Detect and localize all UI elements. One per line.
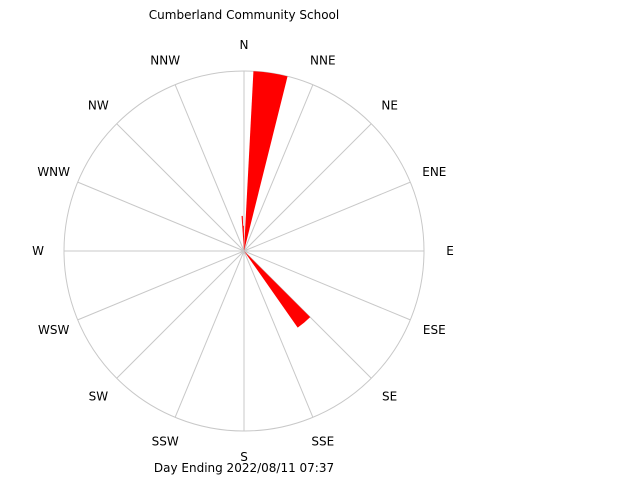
direction-label-wnw: WNW [37,165,70,179]
direction-label-w: W [32,244,44,258]
direction-label-nnw: NNW [150,54,180,68]
grid-spoke-nne [243,84,314,252]
direction-label-n: N [240,38,249,52]
grid-spoke-ene [243,181,411,252]
grid-spoke-sw [116,250,245,379]
wind-bar-2 [244,251,311,328]
grid-spoke-ne [243,123,372,252]
direction-label-se: SE [382,390,397,404]
direction-label-ese: ESE [423,323,446,337]
wind-bar-0 [244,71,288,252]
grid-spoke-nnw [174,84,245,252]
direction-label-e: E [446,244,454,258]
direction-label-nne: NNE [310,54,336,68]
direction-label-ssw: SSW [152,434,179,448]
chart-footer: Day Ending 2022/08/11 07:37 [154,461,334,475]
grid-spoke-wnw [77,181,245,252]
direction-label-ne: NE [381,98,398,112]
grid-spoke-sse [243,250,314,418]
grid-spoke-wsw [77,250,245,321]
wind-bar-4 [243,225,244,251]
bar-layer [241,71,311,328]
grid-spoke-ssw [174,250,245,418]
direction-label-s: S [240,450,248,464]
direction-label-sse: SSE [311,434,334,448]
direction-label-nw: NW [88,98,109,112]
wind-bar-1 [244,248,245,251]
direction-label-sw: SW [89,390,109,404]
direction-labels: N NNE NE ENE E ESE SE SSE S SSW SW WSW W WNW NW NNW [32,38,454,464]
direction-label-ene: ENE [422,165,446,179]
grid-spoke-nw [116,123,245,252]
grid-spoke-ese [243,250,411,321]
wind-bar-3 [241,215,244,251]
chart-title: Cumberland Community School [149,8,339,22]
grid-layer [63,70,425,432]
direction-label-wsw: WSW [38,323,69,337]
